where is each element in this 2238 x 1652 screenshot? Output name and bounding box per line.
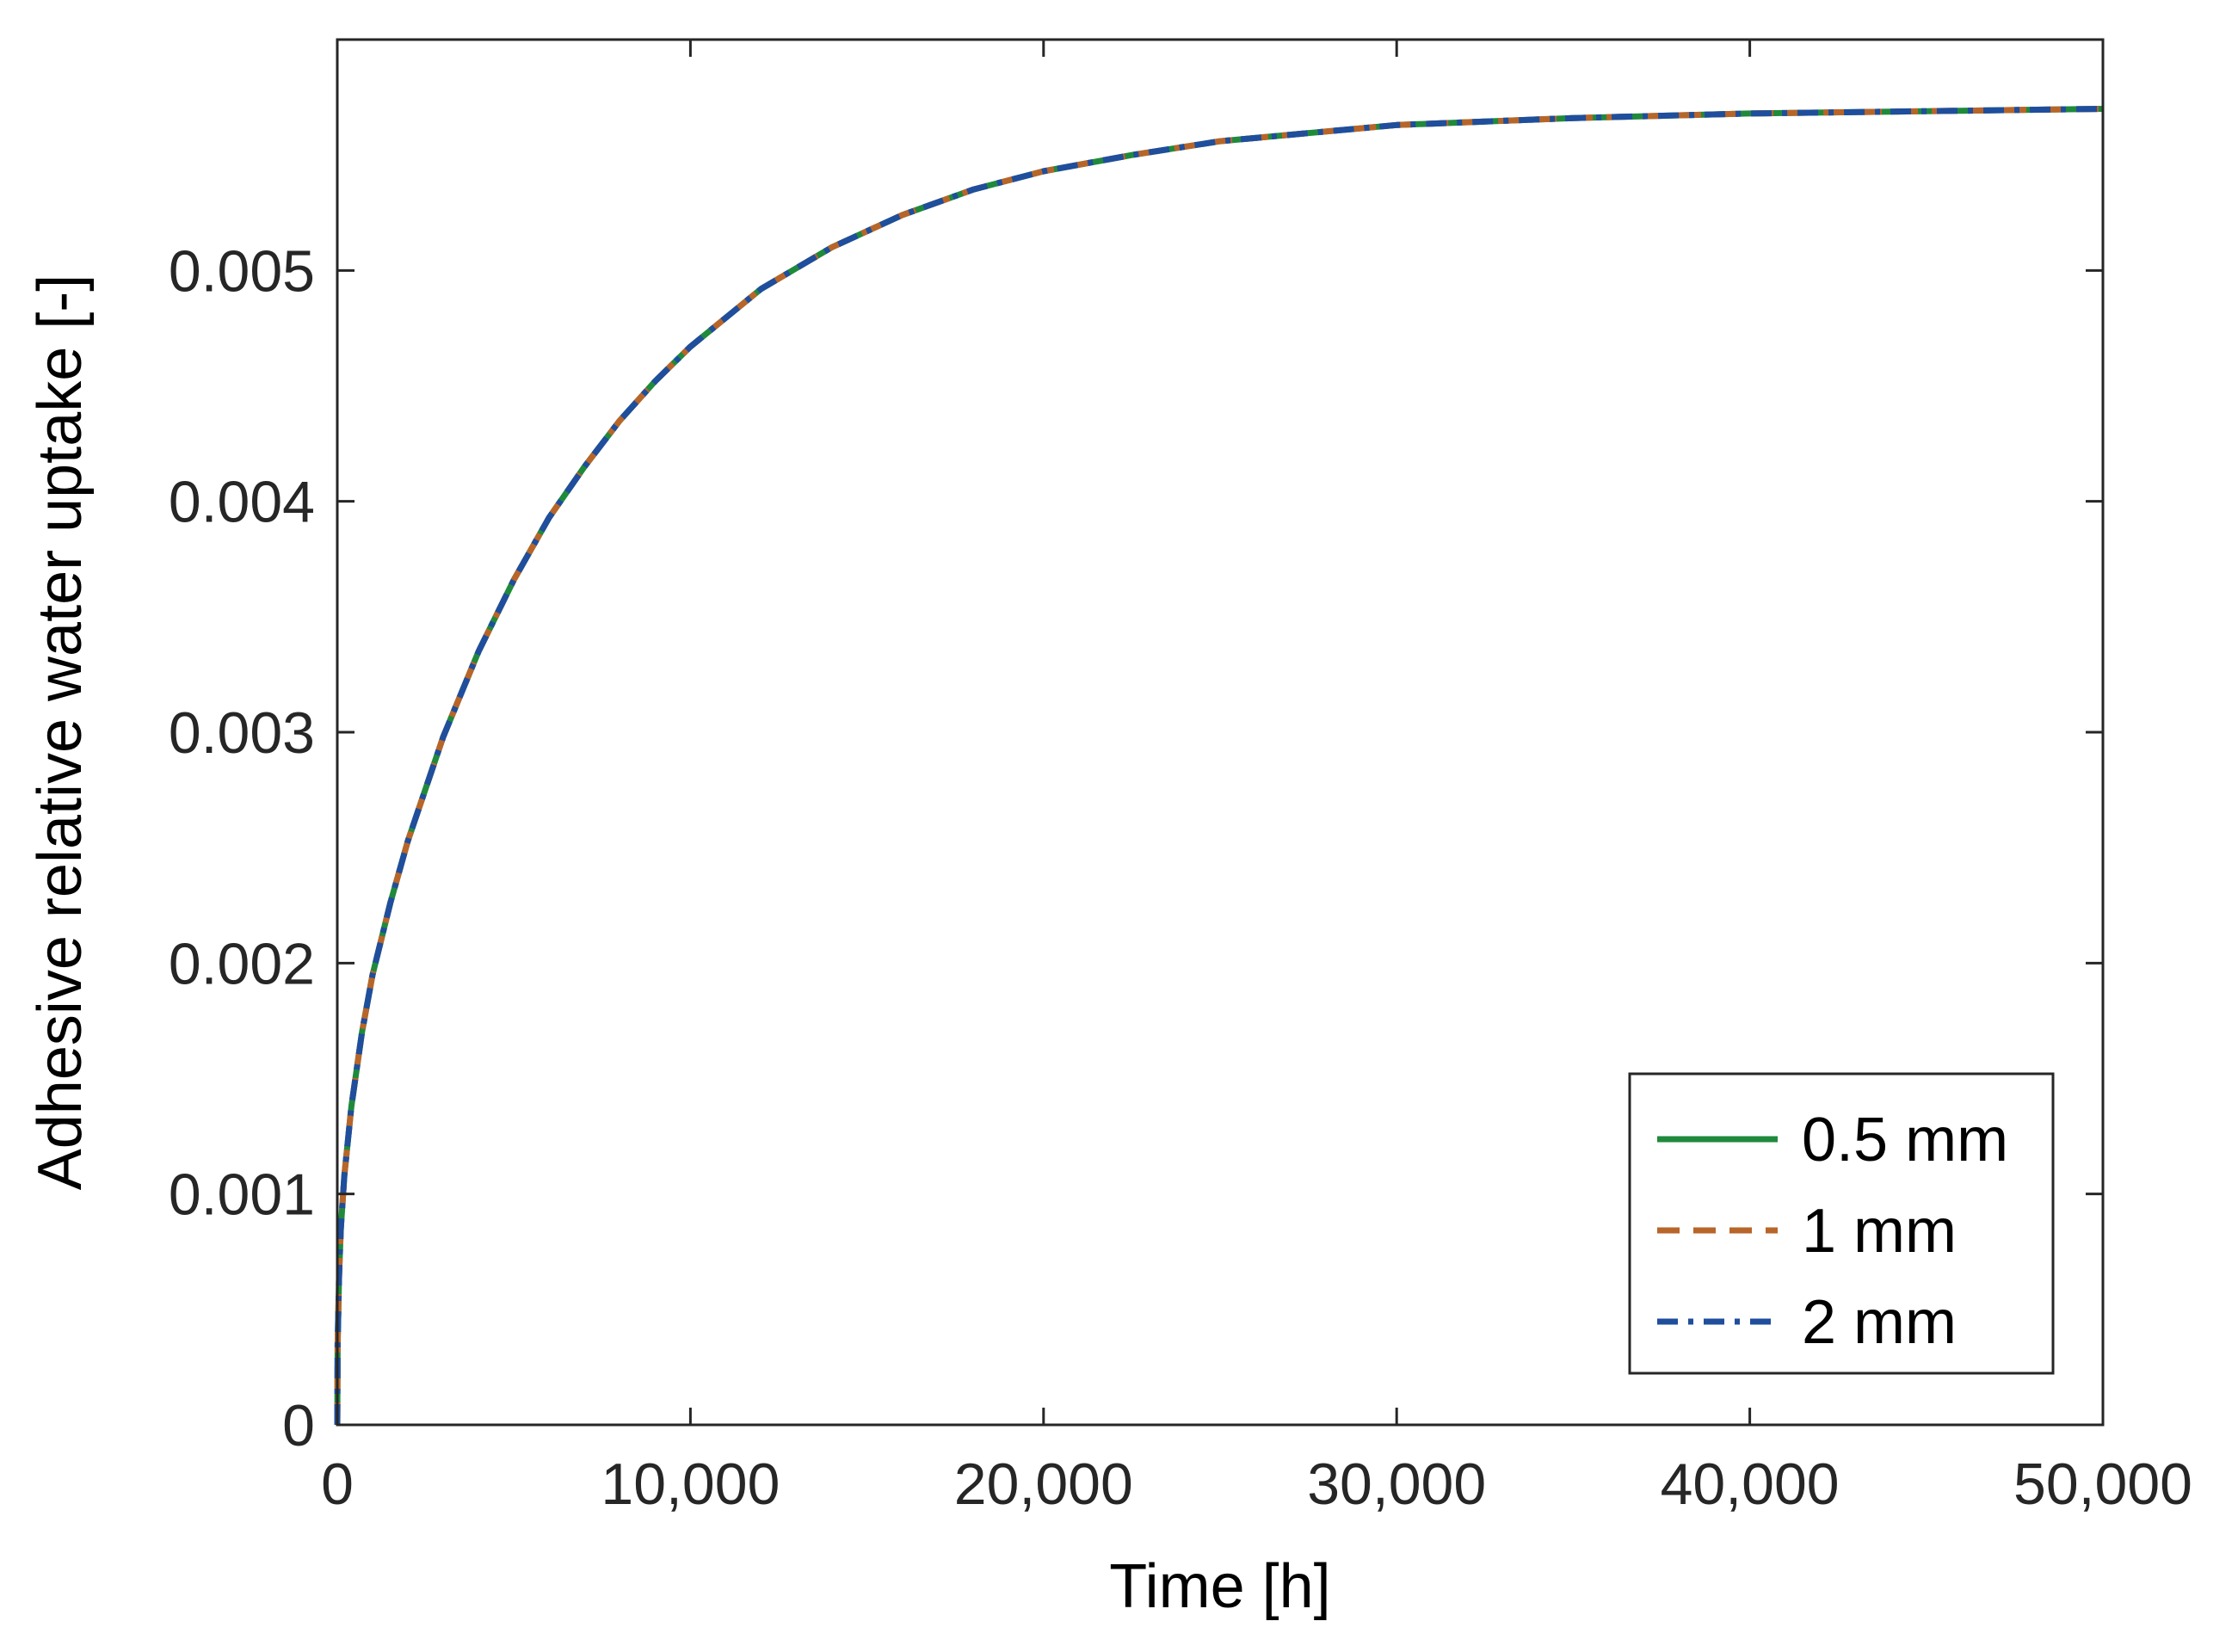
legend-label-2: 1 mm bbox=[1802, 1197, 1957, 1266]
y-axis-title: Adhesive relative water uptake [-] bbox=[26, 274, 95, 1191]
legend-label-1: 0.5 mm bbox=[1802, 1106, 2008, 1174]
legend-label-3: 2 mm bbox=[1802, 1288, 1957, 1357]
y-tick-label: 0 bbox=[282, 1393, 315, 1458]
x-tick-label: 50,000 bbox=[2013, 1452, 2192, 1517]
y-tick-label: 0.005 bbox=[169, 238, 315, 304]
y-tick-label: 0.003 bbox=[169, 700, 315, 766]
series-layer bbox=[334, 106, 2104, 1426]
x-tick-label: 40,000 bbox=[1661, 1452, 1840, 1517]
legend-box bbox=[1628, 1072, 2055, 1375]
y-axis-ticks: 0 0.001 0.002 0.003 0.004 0.005 bbox=[169, 238, 2103, 1458]
y-tick-label: 0.004 bbox=[169, 470, 315, 535]
x-tick-label: 10,000 bbox=[601, 1452, 780, 1517]
series-line-3 bbox=[334, 106, 2104, 1426]
x-tick-label: 20,000 bbox=[954, 1452, 1133, 1517]
x-tick-label: 30,000 bbox=[1307, 1452, 1486, 1517]
x-axis-title: Time [h] bbox=[1109, 1552, 1330, 1621]
x-axis-ticks: 0 10,000 20,000 30,000 40,000 50,000 bbox=[321, 40, 2192, 1517]
legend-entries: 0.5 mm 1 mm 2 mm bbox=[1657, 1106, 2008, 1357]
y-tick-label: 0.002 bbox=[169, 931, 315, 996]
y-tick-label: 0.001 bbox=[169, 1162, 315, 1228]
x-tick-label: 0 bbox=[321, 1452, 354, 1517]
legend: 0.5 mm 1 mm 2 mm bbox=[1628, 1072, 2055, 1375]
